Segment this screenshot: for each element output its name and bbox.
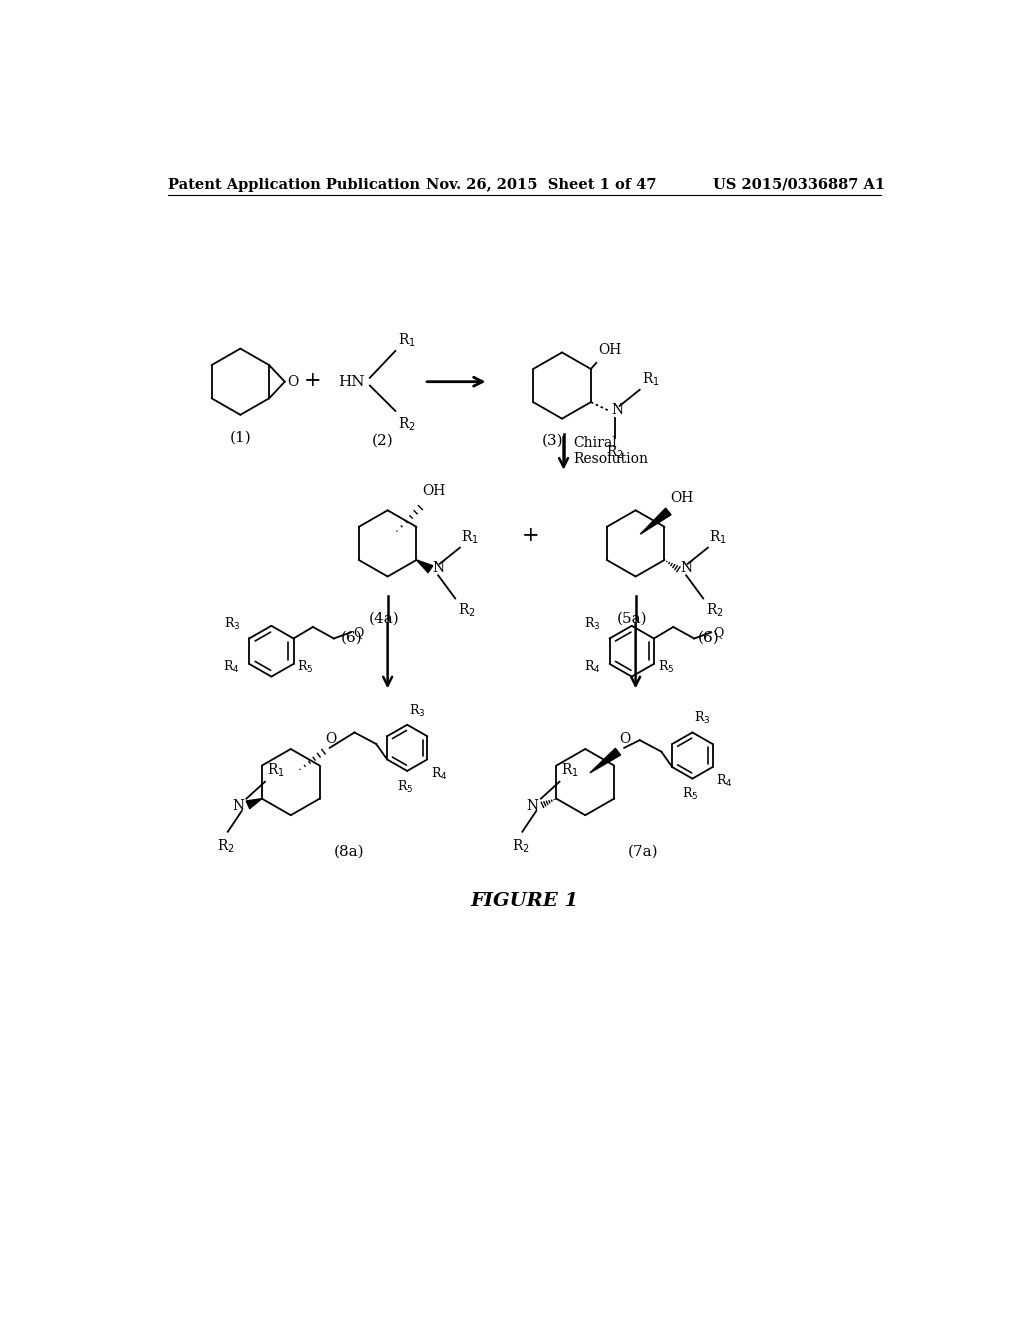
Text: R$_5$: R$_5$: [396, 779, 413, 795]
Text: N: N: [526, 800, 539, 813]
Text: (2): (2): [372, 434, 394, 447]
Text: R$_4$: R$_4$: [584, 659, 600, 675]
Text: (6): (6): [341, 631, 362, 644]
Text: OH: OH: [422, 484, 445, 499]
Text: N: N: [232, 800, 244, 813]
Text: R$_5$: R$_5$: [297, 659, 313, 675]
Text: FIGURE 1: FIGURE 1: [471, 892, 579, 911]
Polygon shape: [640, 508, 671, 535]
Text: (5a): (5a): [616, 611, 647, 626]
Text: OH: OH: [598, 343, 622, 358]
Text: O: O: [287, 375, 298, 388]
Text: R$_5$: R$_5$: [657, 659, 674, 675]
Text: +: +: [522, 527, 540, 545]
Text: HN: HN: [338, 375, 365, 388]
Text: (6): (6): [697, 631, 720, 644]
Text: R$_3$: R$_3$: [584, 616, 600, 632]
Text: R$_3$: R$_3$: [409, 702, 425, 718]
Text: R$_1$: R$_1$: [710, 529, 727, 546]
Polygon shape: [246, 799, 262, 809]
Text: R$_1$: R$_1$: [266, 762, 285, 779]
Text: R$_1$: R$_1$: [561, 762, 579, 779]
Text: (7a): (7a): [628, 845, 658, 858]
Text: R$_4$: R$_4$: [223, 659, 240, 675]
Text: Chiral: Chiral: [572, 437, 616, 450]
Text: Resolution: Resolution: [572, 451, 648, 466]
Text: R$_2$: R$_2$: [606, 444, 624, 461]
Text: R$_1$: R$_1$: [397, 331, 416, 348]
Text: US 2015/0336887 A1: US 2015/0336887 A1: [713, 178, 886, 191]
Text: (3): (3): [542, 434, 563, 447]
Text: R$_4$: R$_4$: [431, 766, 447, 781]
Text: (1): (1): [229, 430, 251, 445]
Text: Nov. 26, 2015  Sheet 1 of 47: Nov. 26, 2015 Sheet 1 of 47: [426, 178, 656, 191]
Text: Q: Q: [714, 626, 724, 639]
Text: Patent Application Publication: Patent Application Publication: [168, 178, 420, 191]
Polygon shape: [417, 560, 433, 573]
Text: OH: OH: [670, 491, 693, 506]
Text: R$_2$: R$_2$: [217, 837, 236, 854]
Text: N: N: [432, 561, 444, 574]
Polygon shape: [590, 748, 621, 774]
Text: R$_2$: R$_2$: [458, 602, 475, 619]
Text: (4a): (4a): [369, 611, 399, 626]
Text: R$_2$: R$_2$: [397, 416, 416, 433]
Text: R$_4$: R$_4$: [717, 774, 733, 789]
Text: Q: Q: [353, 626, 364, 639]
Text: N: N: [611, 403, 624, 417]
Text: +: +: [304, 371, 322, 389]
Text: R$_1$: R$_1$: [642, 371, 659, 388]
Text: R$_5$: R$_5$: [682, 787, 698, 803]
Text: N: N: [680, 561, 692, 574]
Text: R$_3$: R$_3$: [694, 710, 711, 726]
Text: (8a): (8a): [334, 845, 365, 858]
Text: R$_3$: R$_3$: [223, 616, 240, 632]
Text: R$_2$: R$_2$: [706, 602, 723, 619]
Text: R$_2$: R$_2$: [512, 837, 529, 854]
Text: O: O: [325, 731, 336, 746]
Text: O: O: [620, 731, 631, 746]
Text: R$_1$: R$_1$: [462, 529, 479, 546]
